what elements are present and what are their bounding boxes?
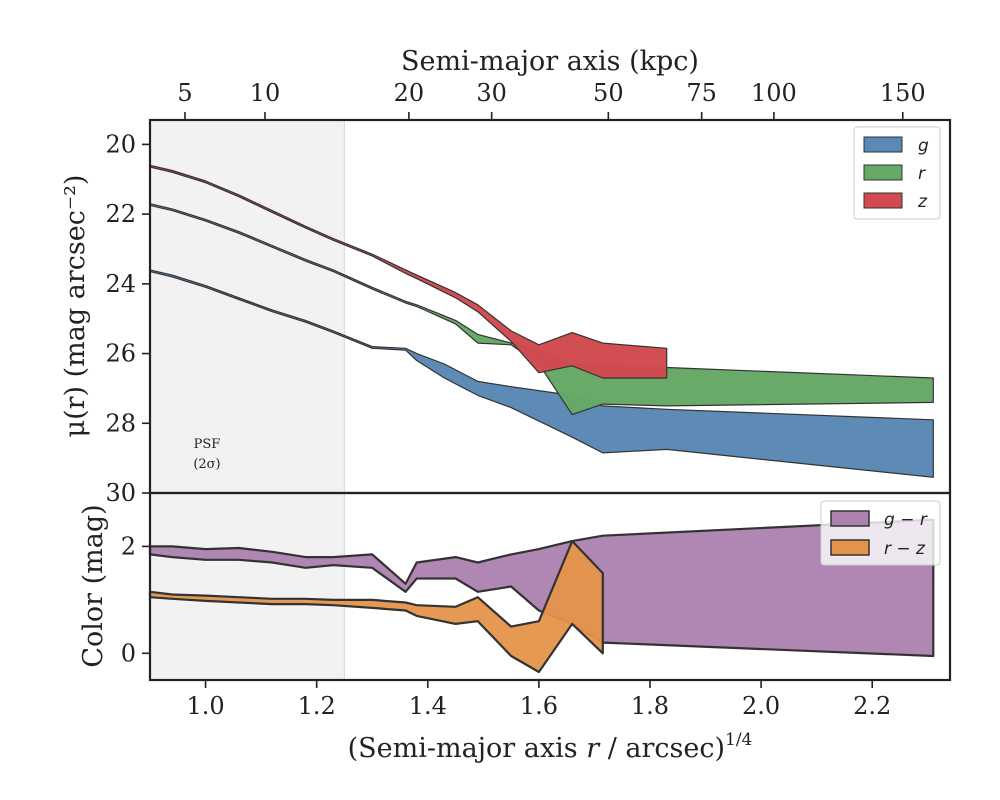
top-axis-tick-label: 20 <box>394 79 425 107</box>
bottom-y-tick-label: 2 <box>121 532 136 560</box>
axes-layer: 20 22 24 26 28 30 5 10 20 30 50 75 100 150 0 2 1.0 1.2 1.4… <box>105 79 925 720</box>
bottom-x-tick-label: 1.2 <box>298 692 336 720</box>
bottom-x-tick-label: 1.0 <box>186 692 224 720</box>
top-y-tick-label: 28 <box>105 409 136 437</box>
top-y-tick-label: 30 <box>105 479 136 507</box>
top-y-tick-label: 24 <box>105 270 136 298</box>
bottom-x-tick-label: 2.2 <box>853 692 891 720</box>
bottom-axis-title: (Semi-major axis r / arcsec)1/4 <box>348 730 753 764</box>
bottom-axis-title-var: r <box>586 733 601 764</box>
top-axis-tick-label: 50 <box>593 79 624 107</box>
surface-brightness-band-1 <box>149 203 934 416</box>
series-layer <box>148 164 935 674</box>
surface-brightness-band-0 <box>149 269 934 478</box>
legend-label-r-z: r − z <box>884 539 926 559</box>
legend-swatch-r <box>863 164 903 181</box>
bottom-axis-title-main: (Semi-major axis <box>348 733 587 764</box>
bottom-axis-title-exponent: 1/4 <box>725 730 752 750</box>
legend-label-g-r: g − r <box>884 510 928 530</box>
bottom-x-tick-label: 1.8 <box>631 692 669 720</box>
legend-label-r: r <box>918 164 926 184</box>
top-panel-y-axis-title: μ(r) (mag arcsec⁻²) <box>60 175 91 438</box>
psf-shaded-region-layer <box>150 120 346 680</box>
top-y-tick-label: 26 <box>105 340 136 368</box>
top-axis-tick-label: 30 <box>476 79 507 107</box>
bottom-y-tick-label: 0 <box>121 639 136 667</box>
bottom-panel-y-axis-title: Color (mag) <box>78 504 109 667</box>
top-axis-tick-label: 150 <box>880 79 926 107</box>
bottom-panel-frame <box>148 491 952 682</box>
bottom-x-tick-label: 1.4 <box>409 692 447 720</box>
surface-brightness-band-2 <box>149 164 668 379</box>
legend-swatch-z <box>863 192 903 209</box>
top-y-tick-label: 20 <box>105 130 136 158</box>
color-profile-band-0 <box>148 518 935 658</box>
top-axis-tick-label: 5 <box>177 79 192 107</box>
bottom-panel-legend: g − r r − z <box>820 500 941 566</box>
top-axis-tick-label: 10 <box>250 79 281 107</box>
psf-label: PSF <box>194 437 221 452</box>
top-panel-legend: g r z <box>853 126 941 220</box>
top-axis-tick-label: 100 <box>751 79 797 107</box>
color-profile-band-1 <box>148 539 604 674</box>
legend-swatch-g <box>863 136 903 153</box>
legend-label-g: g <box>918 136 929 156</box>
top-axis-tick-label: 75 <box>686 79 717 107</box>
bottom-x-tick-label: 2.0 <box>742 692 780 720</box>
bottom-axis-title-tail: / arcsec) <box>599 733 725 764</box>
legend-label-z: z <box>917 192 928 212</box>
psf-region-bottom <box>150 493 345 680</box>
psf-sigma-label: (2σ) <box>193 457 220 472</box>
psf-region-top <box>150 120 345 493</box>
legend-swatch-g-r <box>830 510 870 527</box>
legend-swatch-r-z <box>830 539 870 556</box>
top-y-tick-label: 22 <box>105 200 136 228</box>
top-axis-title: Semi-major axis (kpc) <box>401 46 699 77</box>
bottom-x-tick-label: 1.6 <box>520 692 558 720</box>
